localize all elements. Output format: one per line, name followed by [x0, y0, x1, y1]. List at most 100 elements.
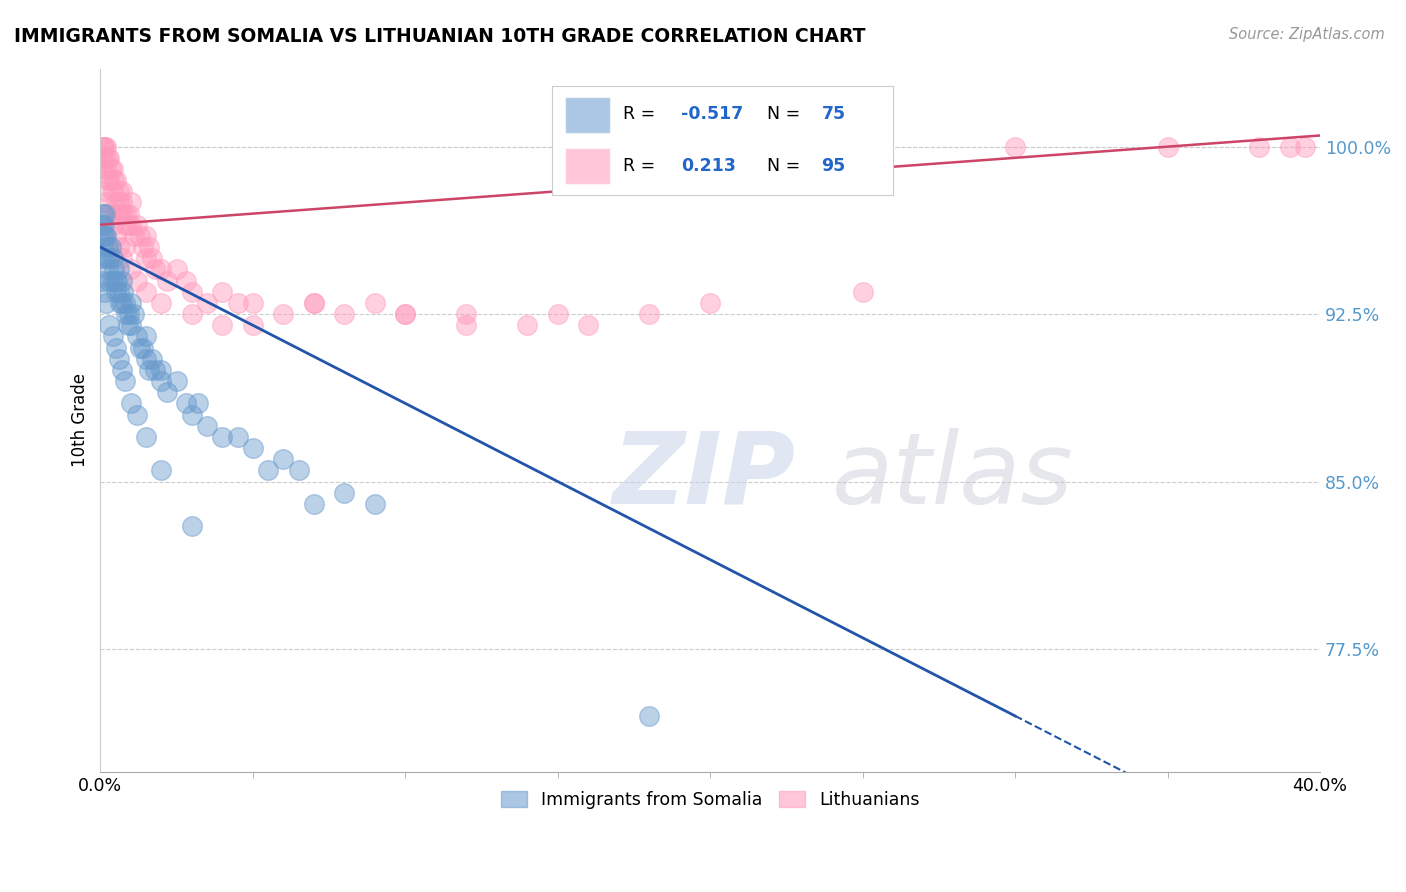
Point	[98, 318, 121, 333]
Point	[195, 296, 218, 310]
Point	[547, 307, 569, 321]
Point	[174, 396, 197, 410]
Point	[107, 262, 129, 277]
Point	[129, 229, 152, 244]
Point	[93, 274, 115, 288]
Point	[98, 206, 121, 220]
Point	[132, 341, 155, 355]
Point	[287, 463, 309, 477]
Point	[93, 229, 115, 244]
Point	[122, 229, 145, 244]
Point	[135, 329, 157, 343]
Point	[138, 363, 160, 377]
Point	[180, 519, 202, 533]
Point	[120, 296, 142, 310]
Point	[111, 274, 134, 288]
Point	[108, 206, 131, 220]
Point	[699, 296, 721, 310]
Point	[98, 274, 121, 288]
Y-axis label: 10th Grade: 10th Grade	[72, 373, 89, 467]
Point	[118, 206, 141, 220]
Point	[135, 229, 157, 244]
Text: ZIP: ZIP	[613, 428, 796, 524]
Point	[111, 363, 134, 377]
Point	[195, 418, 218, 433]
Point	[93, 139, 115, 153]
Point	[100, 161, 122, 176]
Point	[108, 296, 131, 310]
Point	[94, 151, 117, 165]
Point	[91, 206, 114, 220]
Point	[150, 296, 173, 310]
Point	[93, 240, 115, 254]
Point	[135, 285, 157, 299]
Point	[271, 452, 294, 467]
Point	[226, 430, 249, 444]
Point	[104, 195, 127, 210]
Point	[104, 341, 127, 355]
Point	[187, 396, 209, 410]
Point	[94, 139, 117, 153]
Point	[1294, 139, 1316, 153]
Point	[97, 151, 120, 165]
Point	[118, 307, 141, 321]
Point	[96, 161, 118, 176]
Point	[93, 184, 115, 198]
Point	[132, 240, 155, 254]
Point	[97, 262, 120, 277]
Point	[333, 307, 356, 321]
Point	[101, 274, 124, 288]
Point	[98, 173, 121, 187]
Point	[1004, 139, 1026, 153]
Point	[456, 307, 478, 321]
Point	[120, 318, 142, 333]
Point	[101, 161, 124, 176]
Point	[93, 161, 115, 176]
Point	[117, 218, 139, 232]
Point	[138, 240, 160, 254]
Point	[94, 285, 117, 299]
Point	[107, 285, 129, 299]
Point	[104, 274, 127, 288]
Point	[576, 318, 599, 333]
Point	[107, 195, 129, 210]
Point	[143, 363, 166, 377]
Point	[105, 274, 128, 288]
Point	[150, 463, 173, 477]
Point	[156, 274, 179, 288]
Point	[107, 240, 129, 254]
Point	[141, 351, 163, 366]
Point	[111, 296, 134, 310]
Point	[150, 363, 173, 377]
Point	[125, 408, 148, 422]
Point	[112, 285, 135, 299]
Point	[150, 262, 173, 277]
Point	[180, 408, 202, 422]
Point	[112, 206, 135, 220]
Point	[226, 296, 249, 310]
Point	[114, 374, 136, 388]
Point	[90, 218, 112, 232]
Point	[257, 463, 280, 477]
Point	[125, 274, 148, 288]
Point	[107, 351, 129, 366]
Point	[394, 307, 416, 321]
Point	[364, 497, 387, 511]
Point	[1247, 139, 1270, 153]
Point	[96, 252, 118, 266]
Point	[115, 206, 138, 220]
Point	[111, 184, 134, 198]
Point	[242, 441, 264, 455]
Point	[166, 374, 188, 388]
Point	[94, 229, 117, 244]
Point	[120, 262, 142, 277]
Text: IMMIGRANTS FROM SOMALIA VS LITHUANIAN 10TH GRADE CORRELATION CHART: IMMIGRANTS FROM SOMALIA VS LITHUANIAN 10…	[14, 27, 866, 45]
Point	[1278, 139, 1301, 153]
Point	[96, 296, 118, 310]
Point	[135, 351, 157, 366]
Point	[114, 218, 136, 232]
Point	[302, 497, 325, 511]
Point	[120, 195, 142, 210]
Point	[211, 285, 233, 299]
Point	[115, 307, 138, 321]
